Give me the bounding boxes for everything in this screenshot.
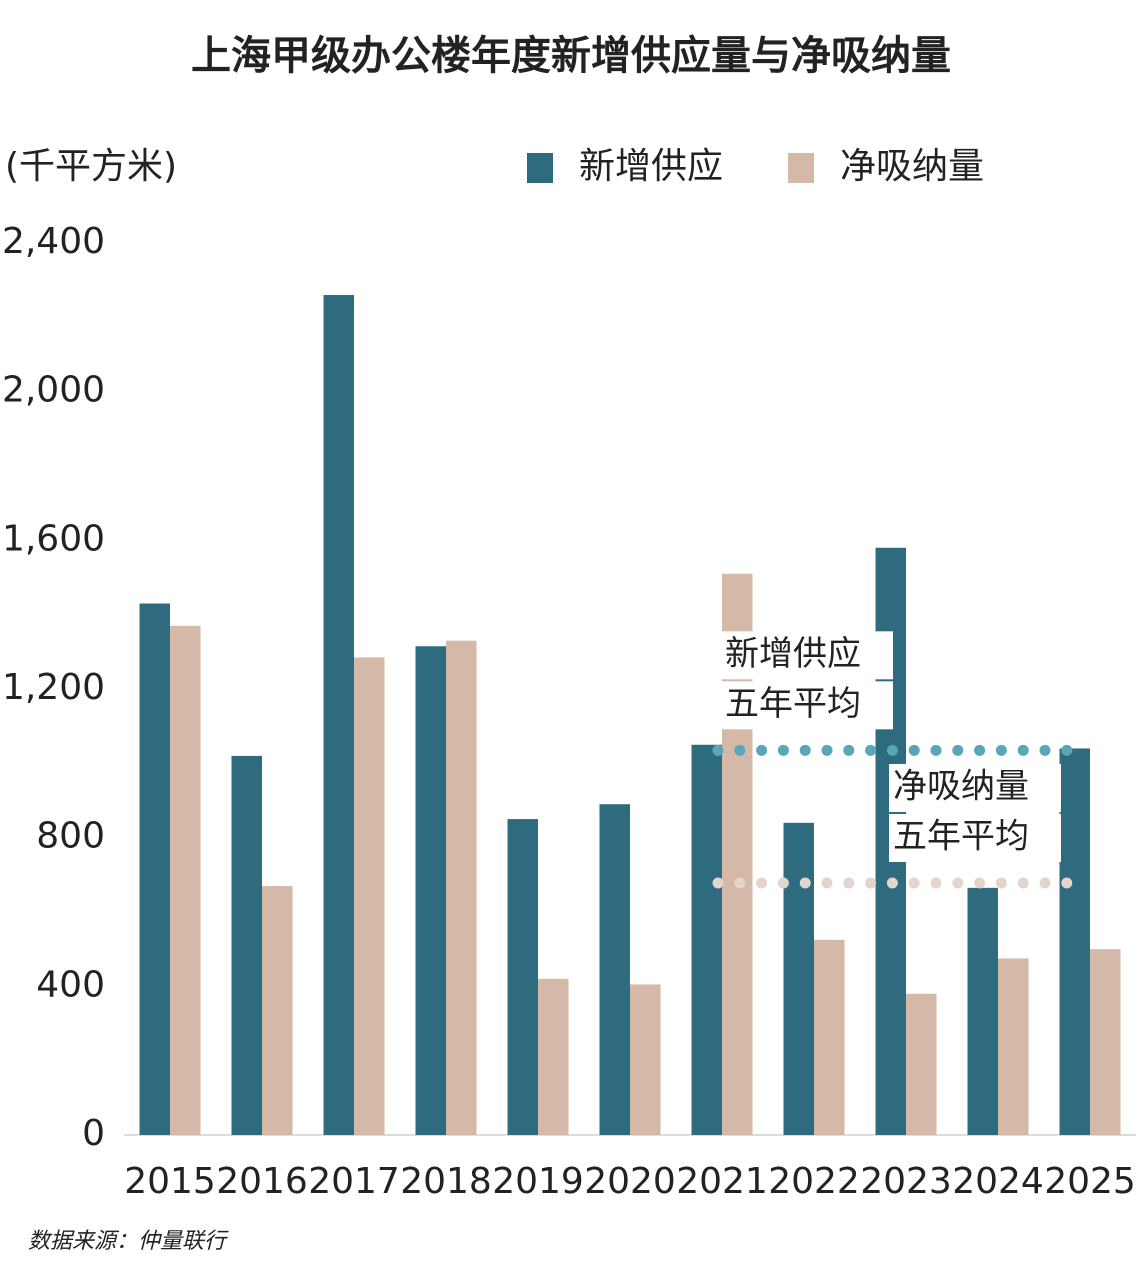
x-tick-label: 2025: [1044, 1161, 1136, 1202]
bar: [323, 295, 354, 1135]
annotation-text: 五年平均: [725, 684, 861, 724]
x-tick-label: 2019: [492, 1161, 584, 1202]
annotation-bg: [721, 681, 893, 730]
x-tick-label: 2016: [216, 1161, 308, 1202]
bar: [538, 978, 569, 1135]
y-tick-label: 800: [36, 816, 105, 857]
legend-label: 净吸纳量: [840, 146, 984, 187]
source: 数据来源：仲量联行: [28, 1229, 229, 1254]
bar: [415, 646, 446, 1135]
bar: [906, 993, 937, 1135]
y-tick-label: 0: [82, 1113, 105, 1154]
annotation-bg: [721, 631, 893, 680]
x-tick-label: 2017: [308, 1161, 400, 1202]
bar: [998, 958, 1029, 1135]
bar: [170, 625, 201, 1135]
annotation-bg: [889, 814, 1061, 863]
x-tick-label: 2024: [952, 1161, 1044, 1202]
legend-label: 新增供应: [579, 146, 723, 187]
x-tick-label: 2021: [676, 1161, 768, 1202]
x-tick-label: 2022: [768, 1161, 860, 1202]
y-tick-label: 2,400: [2, 221, 105, 262]
x-tick-label: 2020: [584, 1161, 676, 1202]
bar: [783, 822, 814, 1135]
annotation-text: 五年平均: [893, 817, 1029, 857]
bar: [262, 885, 293, 1135]
bar: [231, 755, 262, 1135]
bar: [507, 819, 538, 1135]
bar: [630, 984, 661, 1135]
x-tick-label: 2015: [124, 1161, 216, 1202]
annotation-text: 净吸纳量: [893, 767, 1029, 807]
y-tick-label: 2,000: [2, 370, 105, 411]
chart-title: 上海甲级办公楼年度新增供应量与净吸纳量: [191, 33, 951, 79]
y-tick-label: 1,600: [2, 518, 105, 559]
bar: [814, 939, 845, 1135]
bar: [599, 804, 630, 1135]
y-axis-label: (千平方米): [5, 146, 177, 187]
x-tick-label: 2018: [400, 1161, 492, 1202]
bar: [691, 744, 722, 1135]
annotation-text: 新增供应: [725, 634, 861, 674]
legend-swatch: [527, 153, 553, 183]
bar: [354, 657, 385, 1135]
y-tick-label: 1,200: [2, 667, 105, 708]
annotation-bg: [889, 764, 1061, 813]
bar: [1090, 949, 1121, 1135]
bar: [139, 603, 170, 1135]
y-tick-label: 400: [36, 964, 105, 1005]
bar: [967, 887, 998, 1135]
x-tick-label: 2023: [860, 1161, 952, 1202]
legend-swatch: [788, 153, 814, 183]
bar: [1059, 748, 1090, 1135]
bar: [446, 640, 477, 1135]
